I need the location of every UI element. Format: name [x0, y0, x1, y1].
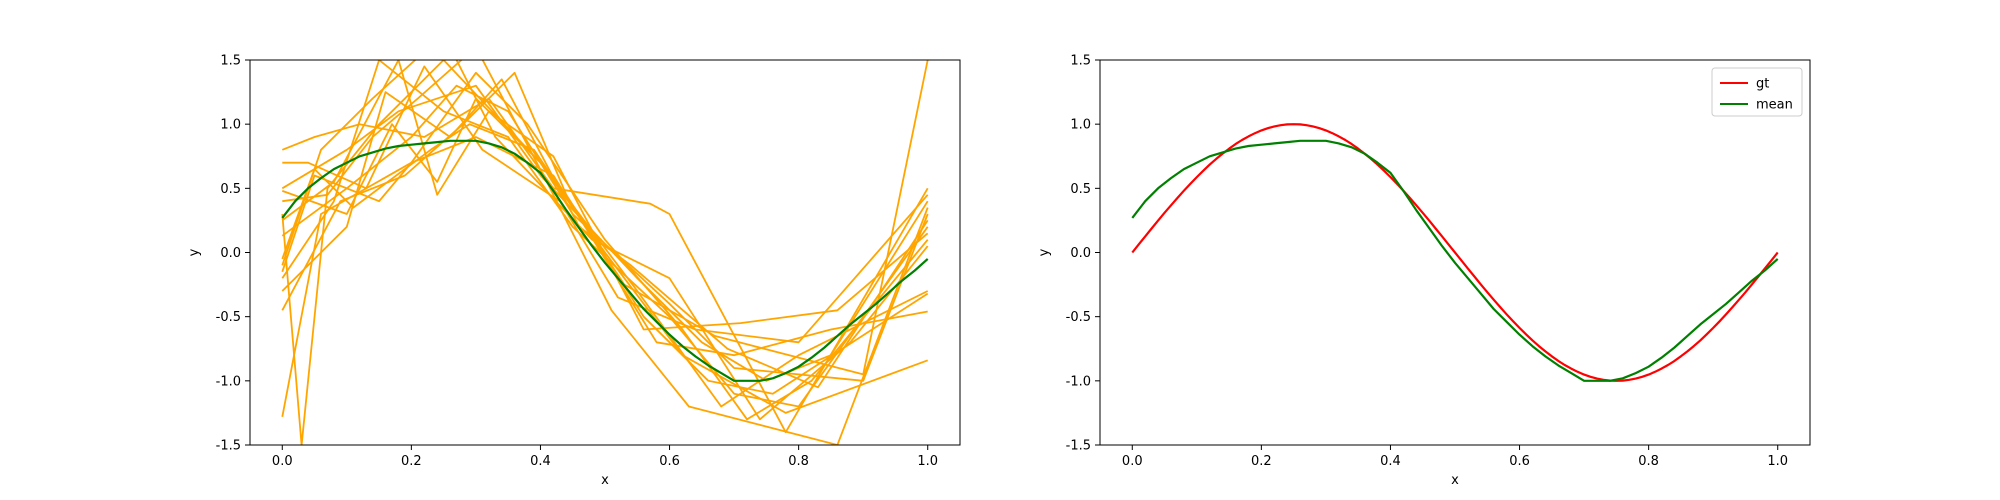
sample-line-9	[281, 60, 929, 421]
sample-line-13	[282, 60, 929, 445]
y-tick-label: 0.0	[1070, 246, 1091, 261]
x-tick-label: 0.4	[1380, 454, 1401, 469]
sample-line-2	[281, 60, 929, 408]
y-tick-label: 1.0	[1070, 118, 1091, 133]
y-tick-label: -1.0	[216, 374, 241, 389]
y-tick-label: 0.5	[220, 182, 241, 197]
mean-line	[281, 139, 929, 382]
x-tick-label: 0.8	[788, 454, 809, 469]
x-tick-label: 0.6	[1509, 454, 1530, 469]
legend-label-gt: gt	[1756, 77, 1769, 92]
y-tick-label: -1.0	[1066, 374, 1091, 389]
sample-line-14	[281, 60, 929, 376]
x-tick-label: 0.4	[530, 454, 551, 469]
y-tick-label: 0.0	[220, 246, 241, 261]
y-tick-label: -0.5	[216, 310, 241, 325]
y-tick-label: 1.5	[1070, 54, 1091, 69]
x-axis-label: x	[601, 473, 609, 488]
x-tick-label: 0.0	[272, 454, 293, 469]
x-tick-label: 0.8	[1638, 454, 1659, 469]
gt-line	[1131, 123, 1779, 382]
sample-line-12	[281, 78, 929, 389]
x-tick-label: 0.6	[659, 454, 680, 469]
y-tick-label: 1.5	[220, 54, 241, 69]
x-tick-label: 1.0	[1767, 454, 1788, 469]
y-tick-label: 0.5	[1070, 182, 1091, 197]
legend: gt mean	[1711, 67, 1803, 117]
y-axis-label: y	[1037, 248, 1052, 256]
plot-area	[1131, 123, 1779, 382]
plot-area	[281, 60, 929, 445]
y-axis-label: y	[187, 248, 202, 256]
x-tick-label: 1.0	[917, 454, 938, 469]
legend-label-mean: mean	[1756, 98, 1793, 113]
x-tick-label: 0.2	[1251, 454, 1272, 469]
sample-line-10	[281, 71, 929, 395]
mean-line	[1131, 139, 1779, 382]
y-tick-label: -1.5	[216, 439, 241, 454]
x-tick-label: 0.0	[1122, 454, 1143, 469]
y-tick-label: -0.5	[1066, 310, 1091, 325]
x-tick-label: 0.2	[401, 454, 422, 469]
chart-panel-1: 0.0 0.2 0.4 0.6 0.8 1.0 -1.5 -1.0 -0.5 0.0 0.5 1.0 1…	[187, 54, 961, 488]
sample-line-8	[281, 97, 929, 414]
x-axis-label: x	[1451, 473, 1459, 488]
y-tick-label: -1.5	[1066, 439, 1091, 454]
chart-panel-2: 0.0 0.2 0.4 0.6 0.8 1.0 -1.5 -1.0 -0.5 0.0 0.5 1.0 1…	[1037, 54, 1811, 488]
y-tick-label: 1.0	[220, 118, 241, 133]
sample-line-15	[281, 60, 929, 331]
